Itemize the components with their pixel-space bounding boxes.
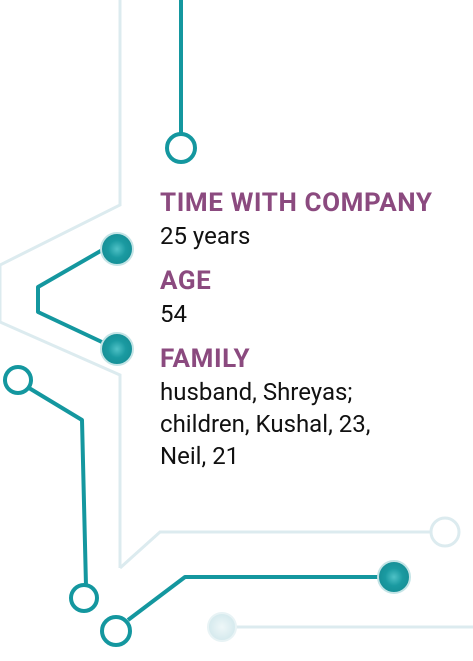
light-trace-middle bbox=[118, 530, 430, 570]
family-label: FAMILY bbox=[160, 344, 251, 374]
teal-trace-group bbox=[27, 0, 381, 622]
light-trace-left bbox=[0, 0, 122, 568]
ring-node-lower-left bbox=[69, 583, 99, 613]
teal-filled-nodes bbox=[100, 232, 411, 594]
filled-node-middle bbox=[100, 332, 134, 366]
teal-trace-bottom-branch bbox=[126, 575, 381, 622]
family-value: husband, Shreyas; children, Kushal, 23, … bbox=[160, 378, 371, 470]
family-block: FAMILY husband, Shreyas; children, Kusha… bbox=[160, 342, 470, 472]
age-block: AGE 54 bbox=[160, 264, 470, 330]
filled-node-bottom-right bbox=[377, 560, 411, 594]
ring-node-left bbox=[3, 365, 33, 395]
time-with-company-label: TIME WITH COMPANY bbox=[160, 188, 433, 218]
teal-ring-nodes bbox=[3, 132, 197, 647]
time-with-company-value: 25 years bbox=[160, 222, 251, 250]
age-value: 54 bbox=[160, 300, 187, 328]
light-node-ring bbox=[429, 516, 461, 548]
filled-node-upper bbox=[100, 232, 134, 266]
light-trace-group bbox=[0, 0, 473, 629]
employee-profile: TIME WITH COMPANY 25 years AGE 54 FAMILY… bbox=[160, 186, 470, 484]
age-label: AGE bbox=[160, 266, 212, 296]
teal-trace-left-branch bbox=[27, 386, 88, 587]
teal-trace-zigzag bbox=[36, 247, 105, 345]
ring-node-bottom bbox=[100, 615, 132, 647]
time-with-company-block: TIME WITH COMPANY 25 years bbox=[160, 186, 470, 252]
light-node-glow bbox=[207, 612, 237, 642]
ring-node-top bbox=[165, 132, 197, 164]
